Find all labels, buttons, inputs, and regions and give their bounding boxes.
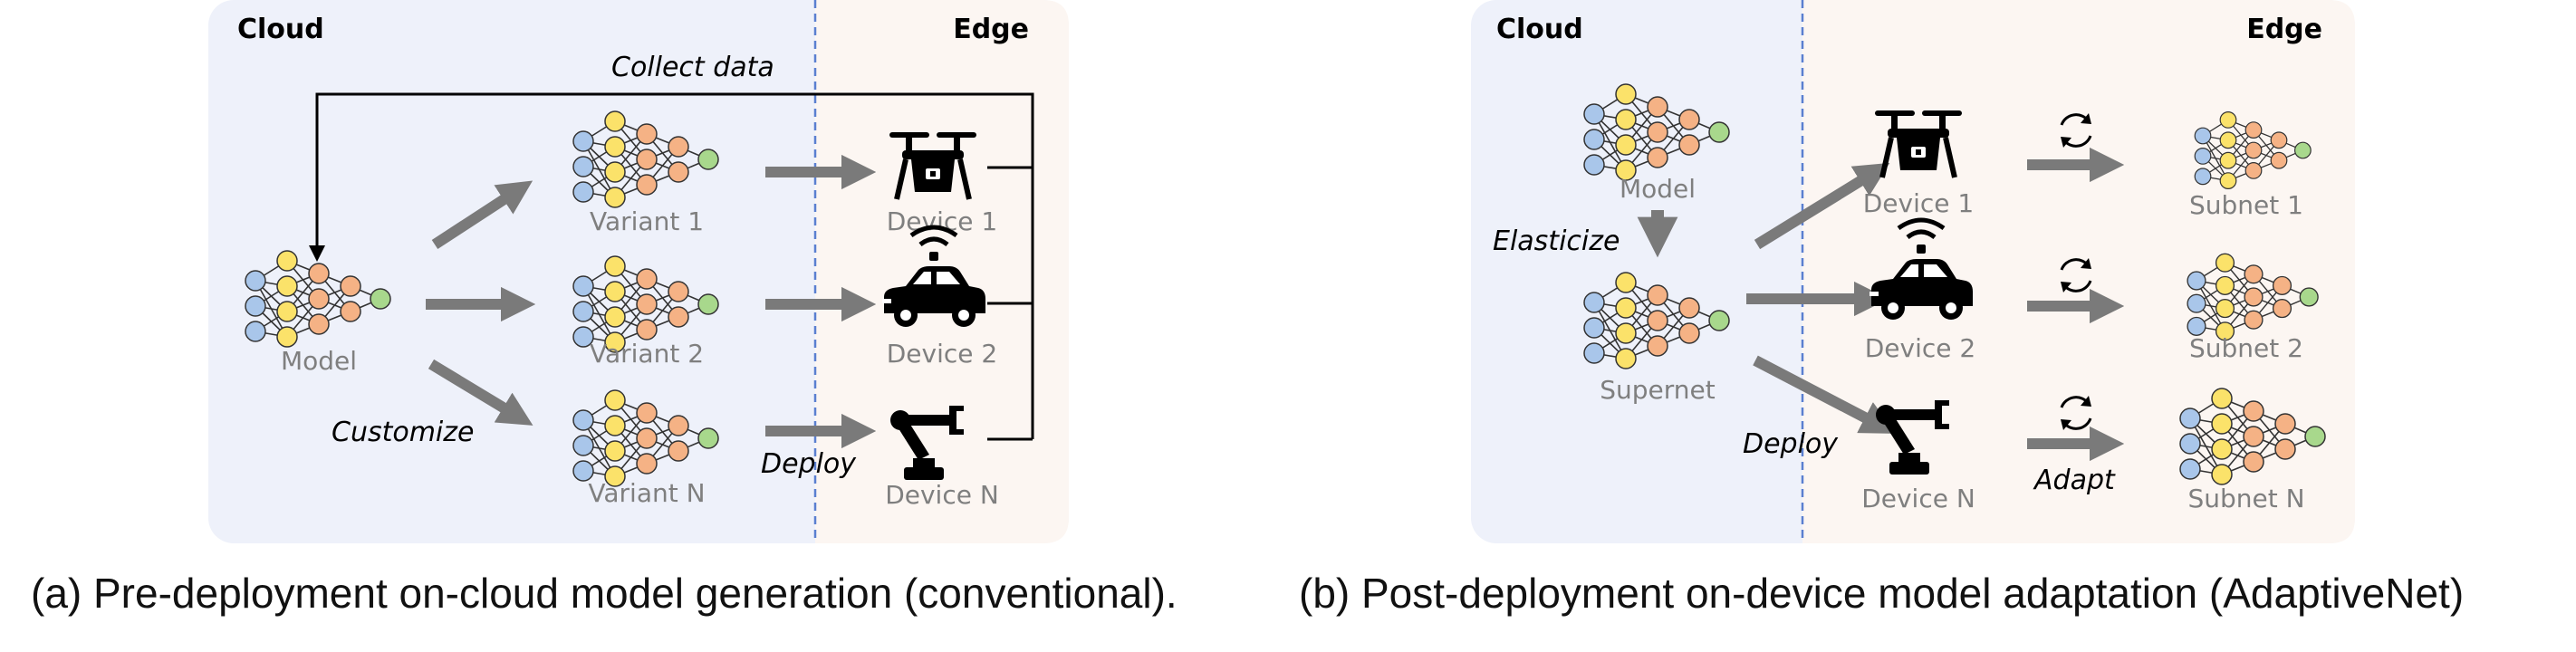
adapt-label: Adapt <box>2033 465 2116 496</box>
caption-a: (a) Pre-deployment on-cloud model genera… <box>31 570 1177 617</box>
caption-b: (b) Post-deployment on-device model adap… <box>1299 570 2465 617</box>
edge-label: Edge <box>953 14 1029 45</box>
collect-data-loop-arrow <box>317 92 1034 441</box>
edge-region <box>1802 0 2355 543</box>
variant-1-label: Variant 1 <box>590 206 704 236</box>
device-1-label: Device 1 <box>1863 188 1974 218</box>
cloud-label: Cloud <box>1496 14 1583 45</box>
model-label: Model <box>1620 174 1696 204</box>
collect-data-label: Collect data <box>611 52 774 83</box>
cloud-label: Cloud <box>237 14 324 45</box>
panel-a: Cloud Edge Collect data Model Customize … <box>208 0 1069 543</box>
panel-b: Cloud Edge Model Elasticize Supernet Dep… <box>1471 0 2355 543</box>
subnet-2-label: Subnet 2 <box>2189 333 2303 363</box>
subnet-1-label: Subnet 1 <box>2189 190 2303 220</box>
subnet-n-label: Subnet N <box>2187 484 2304 513</box>
device-n-label: Device N <box>1861 484 1975 513</box>
deploy-arrow-1 <box>1754 162 1890 250</box>
supernet-label: Supernet <box>1600 375 1716 405</box>
device-n-label: Device N <box>885 480 999 510</box>
variant-2-label: Variant 2 <box>590 339 704 369</box>
variant-n-label: Variant N <box>588 478 705 508</box>
elasticize-label: Elasticize <box>1493 225 1620 257</box>
device-2-label: Device 2 <box>887 339 997 369</box>
customize-arrow-n <box>428 359 533 426</box>
customize-label: Customize <box>332 417 474 448</box>
edge-label: Edge <box>2246 14 2322 45</box>
deploy-label: Deploy <box>761 448 857 480</box>
model-label: Model <box>281 346 357 376</box>
customize-arrow-1 <box>431 180 533 250</box>
deploy-arrow-n <box>1753 355 1897 434</box>
deploy-label: Deploy <box>1743 428 1839 460</box>
device-1-label: Device 1 <box>887 206 997 236</box>
device-2-label: Device 2 <box>1865 333 1975 363</box>
